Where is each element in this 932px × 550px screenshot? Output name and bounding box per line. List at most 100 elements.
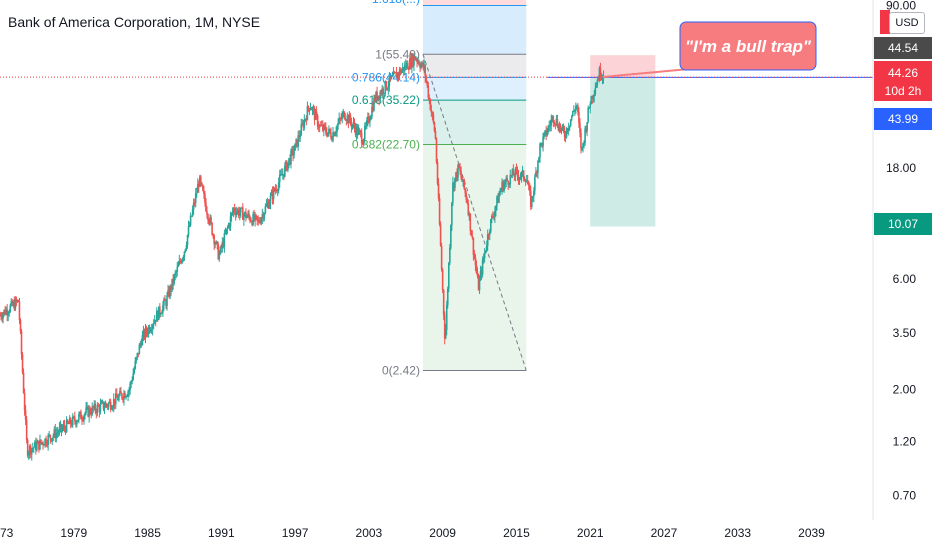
- candle-body: [461, 177, 463, 182]
- candle-body: [597, 79, 600, 81]
- candle-body: [131, 380, 133, 382]
- candle-body: [295, 139, 297, 144]
- candle-body: [144, 328, 147, 338]
- candle-body: [265, 204, 268, 207]
- candle-body: [223, 233, 226, 247]
- y-tick-label: 2.00: [893, 383, 917, 397]
- candle-body: [390, 76, 393, 79]
- candle-body: [378, 95, 380, 100]
- candle-body: [279, 174, 282, 176]
- candle-body: [274, 189, 277, 191]
- candle-body: [207, 214, 209, 221]
- candle-body: [43, 444, 45, 446]
- candle-body: [219, 246, 222, 255]
- candle-body: [42, 442, 44, 445]
- candle-body: [201, 182, 203, 186]
- candle-body: [358, 129, 361, 131]
- candle-body: [36, 443, 38, 451]
- candle-body: [320, 125, 323, 127]
- candle-body: [122, 398, 124, 400]
- candle-body: [423, 65, 426, 69]
- candle-body: [557, 126, 560, 131]
- candle-body: [44, 438, 46, 446]
- candle-body: [344, 118, 347, 121]
- candle-body: [168, 290, 170, 297]
- candle-body: [405, 62, 408, 68]
- candle-body: [549, 125, 552, 127]
- candle-body: [502, 182, 504, 191]
- candle-body: [71, 416, 74, 426]
- candle-body: [401, 67, 404, 71]
- candle-body: [305, 118, 308, 121]
- candle-body: [180, 261, 183, 263]
- candle-body: [535, 171, 537, 177]
- candle-body: [49, 434, 52, 439]
- candle-body: [422, 62, 424, 69]
- candle-body: [161, 312, 163, 314]
- candle-body: [526, 180, 529, 185]
- candle-body: [302, 123, 305, 128]
- candle-body: [508, 184, 511, 186]
- candle-body: [459, 167, 461, 172]
- candle-body: [11, 300, 14, 306]
- currency-button[interactable]: USD: [889, 12, 925, 34]
- candle-body: [416, 59, 418, 62]
- candle-body: [290, 150, 292, 165]
- candle-body: [475, 265, 478, 274]
- candle-body: [387, 86, 390, 89]
- candle-body: [293, 150, 295, 155]
- candle-body: [446, 288, 449, 306]
- candle-body: [251, 221, 253, 225]
- candle-body: [551, 116, 554, 120]
- candle-body: [183, 251, 186, 257]
- candle-body: [226, 227, 229, 229]
- candle-body: [203, 190, 205, 195]
- candle-body: [104, 403, 107, 408]
- candle-body: [477, 276, 480, 291]
- candle-body: [57, 432, 60, 434]
- candle-body: [241, 207, 243, 209]
- candle-body: [503, 184, 505, 191]
- candle-body: [271, 191, 274, 200]
- candle-body: [411, 55, 413, 68]
- candle-body: [256, 216, 258, 220]
- candle-body: [48, 434, 50, 436]
- candle-body: [85, 407, 87, 414]
- candle-body: [54, 429, 57, 439]
- candle-body: [382, 88, 385, 94]
- candle-body: [277, 182, 280, 191]
- candle-body: [566, 128, 569, 132]
- candle-body: [452, 182, 454, 203]
- candle-body: [524, 180, 527, 182]
- candle-body: [91, 406, 94, 415]
- candle-body: [60, 424, 63, 431]
- candle-body: [582, 143, 584, 147]
- candle-body: [126, 395, 128, 397]
- candle-body: [593, 94, 596, 97]
- candle-body: [151, 324, 154, 330]
- candle-body: [23, 393, 26, 411]
- candle-body: [103, 407, 106, 409]
- candle-body: [90, 413, 92, 415]
- candle-body: [450, 225, 452, 248]
- candle-body: [506, 178, 509, 181]
- candle-body: [543, 132, 545, 137]
- candle-body: [321, 125, 324, 131]
- y-tick-label: 1.20: [893, 434, 917, 448]
- fib-level-label: 0.382(22.70): [352, 137, 420, 151]
- candle-body: [15, 299, 18, 302]
- candle-body: [238, 212, 241, 216]
- candle-body: [559, 125, 562, 131]
- candle-body: [63, 424, 66, 428]
- candle-body: [187, 226, 190, 236]
- candle-body: [486, 234, 489, 246]
- candle-body: [332, 132, 334, 141]
- candle-body: [136, 352, 139, 358]
- candle-body: [304, 118, 307, 120]
- candle-body: [185, 245, 188, 249]
- candle-body: [106, 405, 109, 407]
- candle-body: [545, 130, 547, 136]
- candle-body: [111, 406, 114, 409]
- candle-body: [195, 192, 198, 194]
